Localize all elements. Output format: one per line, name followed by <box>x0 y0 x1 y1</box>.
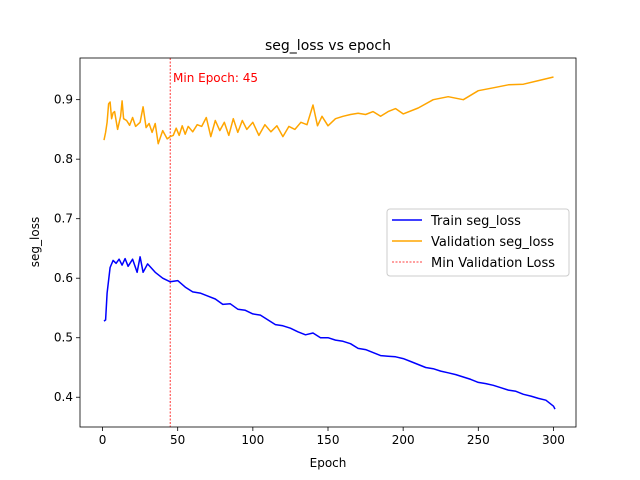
x-tick-label: 100 <box>241 433 264 447</box>
y-tick-label: 0.4 <box>54 390 73 404</box>
x-tick-label: 150 <box>317 433 340 447</box>
chart-title: seg_loss vs epoch <box>265 38 391 54</box>
y-axis-label: seg_loss <box>28 217 42 267</box>
y-tick-label: 0.6 <box>54 271 73 285</box>
min-epoch-annotation: Min Epoch: 45 <box>173 71 258 85</box>
y-axis-ticks: 0.4 0.5 0.6 0.7 0.8 0.9 <box>54 93 80 404</box>
x-axis-ticks: 0 50 100 150 200 250 300 <box>99 427 565 447</box>
x-tick-label: 300 <box>542 433 565 447</box>
legend-box <box>386 208 570 277</box>
x-tick-label: 50 <box>170 433 185 447</box>
plot-area <box>103 58 556 427</box>
legend-min-line-label: Min Validation Loss <box>431 256 555 271</box>
legend-validation-label: Validation seg_loss <box>431 235 554 250</box>
train-seg-loss-line <box>103 256 556 410</box>
legend: Train seg_loss Validation seg_loss Min V… <box>386 208 570 277</box>
y-tick-label: 0.5 <box>54 331 73 345</box>
validation-seg-loss-line <box>103 76 554 145</box>
x-tick-label: 200 <box>392 433 415 447</box>
x-tick-label: 250 <box>467 433 490 447</box>
y-tick-label: 0.8 <box>54 152 73 166</box>
x-tick-label: 0 <box>99 433 107 447</box>
x-axis-label: Epoch <box>310 456 347 470</box>
series-layer <box>103 58 556 427</box>
y-tick-label: 0.9 <box>54 93 73 107</box>
y-tick-label: 0.7 <box>54 212 73 226</box>
legend-train-label: Train seg_loss <box>430 214 521 229</box>
